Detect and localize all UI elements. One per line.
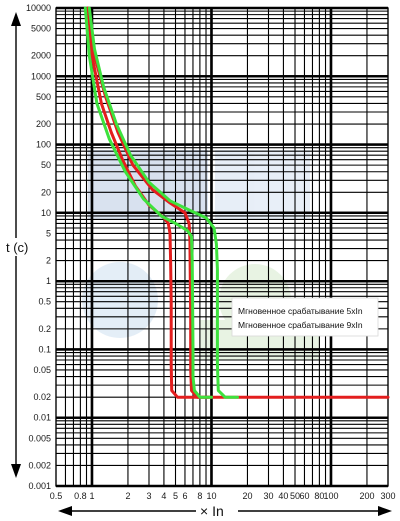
x-axis-arrow (58, 501, 392, 519)
y-tick-label: 1 (46, 276, 51, 286)
grid (55, 6, 389, 488)
y-tick-label: 500 (36, 92, 51, 102)
y-tick-label: 20 (41, 187, 51, 197)
x-tick-label: 0.5 (50, 491, 63, 501)
x-tick-label: 6 (182, 491, 187, 501)
plot-frame (55, 7, 389, 487)
legend: Мгновенное срабатывание 5xIn Мгновенное … (231, 297, 379, 337)
y-tick-labels: 10000 5000 2000 1000 500 200 100 50 20 10 5 2 1 0.5 0.… (26, 3, 51, 491)
x-tick-label: 50 (290, 491, 300, 501)
x-tick-label: 300 (380, 491, 395, 501)
legend-entry-1: Мгновенное срабатывание 5xIn (238, 306, 363, 316)
series-line-3 (83, 6, 213, 399)
y-axis-arrow (4, 12, 38, 478)
x-tick-label: 4 (161, 491, 166, 501)
y-tick-label: 200 (36, 119, 51, 129)
y-tick-label: 2000 (31, 51, 51, 61)
x-tick-label: 60 (299, 491, 309, 501)
x-tick-label: 10 (206, 491, 216, 501)
y-axis-label: t (c) (6, 240, 28, 255)
y-tick-label: 0.05 (33, 365, 51, 375)
y-tick-label: 0.02 (33, 392, 51, 402)
y-tick-label: 0.5 (38, 297, 51, 307)
x-tick-label: 200 (359, 491, 374, 501)
x-tick-label: 30 (263, 491, 273, 501)
y-tick-label: 2 (46, 256, 51, 266)
legend-box (231, 297, 379, 337)
x-axis-label: × In (200, 503, 224, 519)
y-tick-label: 5 (46, 228, 51, 238)
y-tick-label: 10 (41, 208, 51, 218)
legend-entry-2: Мгновенное срабатывание 9xIn (238, 320, 363, 330)
x-tick-label: 2 (125, 491, 130, 501)
y-tick-label: 0.1 (38, 344, 51, 354)
x-tick-label: 3 (146, 491, 151, 501)
x-tick-label: 0.8 (74, 491, 87, 501)
y-tick-label: 0.2 (38, 324, 51, 334)
x-tick-label: 8 (197, 491, 202, 501)
x-tick-label: 80 (314, 491, 324, 501)
series-layer (83, 6, 390, 399)
y-tick-label: 0.01 (33, 413, 51, 423)
x-tick-label: 20 (242, 491, 252, 501)
y-tick-label: 1000 (31, 71, 51, 81)
y-tick-label: 5000 (31, 24, 51, 34)
x-tick-label: 5 (173, 491, 178, 501)
y-tick-label: 100 (36, 140, 51, 150)
y-tick-label: 50 (41, 160, 51, 170)
y-tick-label: 10000 (26, 3, 51, 13)
y-tick-label: 0.002 (28, 460, 51, 470)
x-tick-label: 40 (278, 491, 288, 501)
x-tick-labels: 0.5 0.8 1 2 3 4 5 6 8 10 20 30 40 50 60 80 100 200 300 (50, 491, 396, 501)
y-tick-label: 0.005 (28, 433, 51, 443)
series-line-1 (86, 6, 390, 399)
y-tick-label: 0.001 (28, 481, 51, 491)
series-line-4 (87, 6, 239, 399)
x-tick-label: 1 (89, 491, 94, 501)
x-tick-label: 100 (323, 491, 338, 501)
